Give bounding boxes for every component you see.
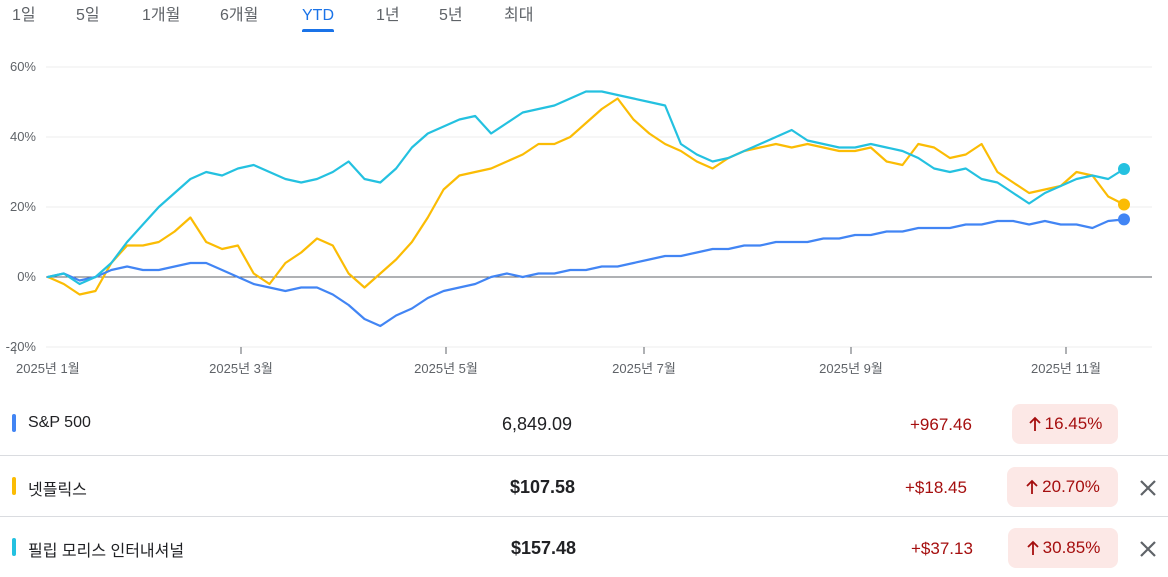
tab-5y[interactable]: 5년 xyxy=(439,7,463,24)
y-axis: 60% 40% 20% 0% -20% xyxy=(6,59,37,354)
row-name: S&P 500 xyxy=(28,414,91,431)
series-line xyxy=(46,90,1126,286)
row-change: +$18.45 xyxy=(905,478,967,497)
chart-grid xyxy=(46,66,1152,348)
percent-badge: 30.85% xyxy=(1008,528,1118,568)
series-line xyxy=(46,97,1126,296)
tab-5d[interactable]: 5일 xyxy=(76,7,100,24)
row-price: $107.58 xyxy=(510,477,576,497)
arrow-up-icon xyxy=(1029,416,1041,431)
x-tick-label: 2025년 7월 xyxy=(612,361,676,376)
series-end-marker xyxy=(1118,163,1130,176)
y-tick-label: 20% xyxy=(10,199,36,214)
range-tabs: 1일 5일 1개월 6개월 YTD 1년 5년 최대 xyxy=(0,0,600,34)
row-price: $157.48 xyxy=(511,538,577,558)
y-tick-label: -20% xyxy=(6,339,37,354)
x-axis: 2025년 1월 2025년 3월 2025년 5월 2025년 7월 2025년 9월… xyxy=(14,347,1101,376)
arrow-up-icon xyxy=(1027,540,1039,555)
x-tick-label: 2025년 11월 xyxy=(1031,361,1101,376)
row-name: 필립 모리스 인터내셔널 xyxy=(28,543,185,560)
percent-badge: 20.70% xyxy=(1007,467,1118,507)
row-change: +967.46 xyxy=(910,415,972,434)
close-icon[interactable] xyxy=(1136,476,1160,500)
x-tick-label: 2025년 3월 xyxy=(209,361,273,376)
row-percent: 20.70% xyxy=(1042,477,1100,496)
tab-1d[interactable]: 1일 xyxy=(12,7,36,24)
x-tick-label: 2025년 9월 xyxy=(819,361,883,376)
row-name: 넷플릭스 xyxy=(28,482,87,499)
row-change: +$37.13 xyxy=(911,539,973,558)
y-tick-label: 60% xyxy=(10,59,36,74)
percent-badge: 16.45% xyxy=(1012,404,1118,444)
series-color-swatch xyxy=(12,414,16,432)
tab-6m[interactable]: 6개월 xyxy=(220,7,259,24)
x-tick-label: 2025년 1월 xyxy=(16,361,80,376)
y-tick-label: 40% xyxy=(10,129,36,144)
chart-end-markers xyxy=(1118,163,1130,226)
series-end-marker xyxy=(1118,213,1130,226)
tab-1y[interactable]: 1년 xyxy=(376,7,400,24)
comparison-row-netflix[interactable]: 넷플릭스 $107.58 +$18.45 20.70% xyxy=(0,455,1168,516)
close-icon[interactable] xyxy=(1136,537,1160,561)
comparison-row-sp500[interactable]: S&P 500 6,849.09 +967.46 16.45% xyxy=(0,394,1168,454)
comparison-row-philip-morris[interactable]: 필립 모리스 인터내셔널 $157.48 +$37.13 30.85% xyxy=(0,516,1168,577)
comparison-chart[interactable]: 60% 40% 20% 0% -20% 2025년 1월 2025년 3월 2025년 5월… xyxy=(0,40,1168,385)
row-percent: 30.85% xyxy=(1042,538,1101,557)
series-end-marker xyxy=(1118,198,1130,211)
chart-lines xyxy=(46,90,1126,328)
series-line xyxy=(46,218,1126,328)
series-color-swatch xyxy=(12,538,16,556)
series-color-swatch xyxy=(12,477,16,495)
y-tick-label: 0% xyxy=(17,269,36,284)
tab-1m[interactable]: 1개월 xyxy=(142,7,181,24)
tab-max[interactable]: 최대 xyxy=(504,7,534,24)
row-percent: 16.45% xyxy=(1044,414,1103,433)
tab-ytd[interactable]: YTD xyxy=(302,6,334,32)
x-tick-label: 2025년 5월 xyxy=(414,361,478,376)
row-price: 6,849.09 xyxy=(502,414,573,434)
arrow-up-icon xyxy=(1026,479,1038,494)
